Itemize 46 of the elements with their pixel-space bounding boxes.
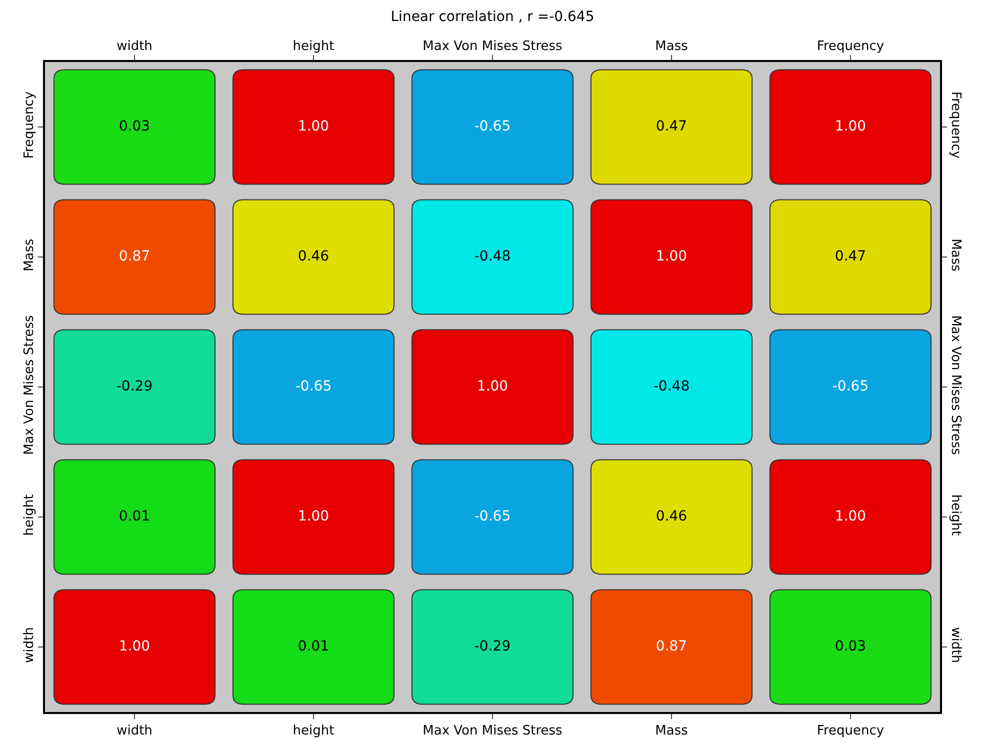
y2-tick-label: height: [948, 494, 964, 536]
data-label: 0.47: [834, 248, 866, 264]
y-tick-label: Frequency: [22, 91, 37, 159]
data-label: 1.00: [476, 378, 508, 394]
y2-tick-label: width: [948, 627, 964, 663]
y2-tick-label: Max Von Mises Stress: [948, 315, 964, 456]
category-label: Mass: [655, 38, 688, 54]
data-label: -0.65: [474, 508, 511, 524]
y2-tick-label: Frequency: [948, 91, 964, 159]
category-label: width: [116, 38, 152, 54]
data-label: 1.00: [834, 118, 866, 134]
data-label: 1.00: [656, 248, 688, 264]
data-label: 0.87: [118, 248, 150, 264]
data-label: 1.00: [118, 638, 150, 654]
y-tick-label: width: [22, 627, 37, 663]
data-label: -0.65: [474, 118, 511, 134]
data-label: 0.46: [298, 248, 330, 264]
data-label: 0.01: [298, 638, 330, 654]
data-label: 0.03: [118, 118, 150, 134]
y-tick-label: height: [22, 494, 37, 536]
data-label: -0.29: [116, 378, 153, 394]
data-label: -0.29: [474, 638, 511, 654]
y-tick-label: Mass: [22, 238, 37, 272]
y2-tick-label: Mass: [948, 238, 964, 272]
data-label: 0.46: [656, 508, 688, 524]
y-tick-label: Max Von Mises Stress: [22, 314, 37, 455]
x-tick-label: Max Von Mises Stress: [422, 724, 563, 739]
data-label: 0.01: [118, 508, 150, 524]
data-label: 1.00: [834, 508, 866, 524]
data-label: 1.00: [298, 508, 330, 524]
data-label: 1.00: [298, 118, 330, 134]
data-label: -0.48: [474, 248, 511, 264]
data-label: 0.03: [834, 638, 866, 654]
chart-title: Linear correlation , r =-0.645: [390, 9, 594, 26]
data-label: 0.87: [656, 638, 688, 654]
data-label: -0.65: [832, 378, 869, 394]
category-label: height: [292, 38, 334, 54]
x-tick-label: height: [292, 724, 334, 739]
category-label: Max Von Mises Stress: [422, 38, 562, 54]
x-tick-label: width: [116, 724, 152, 739]
data-label: 0.47: [656, 118, 688, 134]
data-label: -0.65: [295, 378, 332, 394]
category-label: Frequency: [816, 38, 884, 54]
x-tick-label: Frequency: [816, 724, 884, 739]
x-tick-label: Mass: [655, 724, 688, 739]
data-label: -0.48: [653, 378, 690, 394]
